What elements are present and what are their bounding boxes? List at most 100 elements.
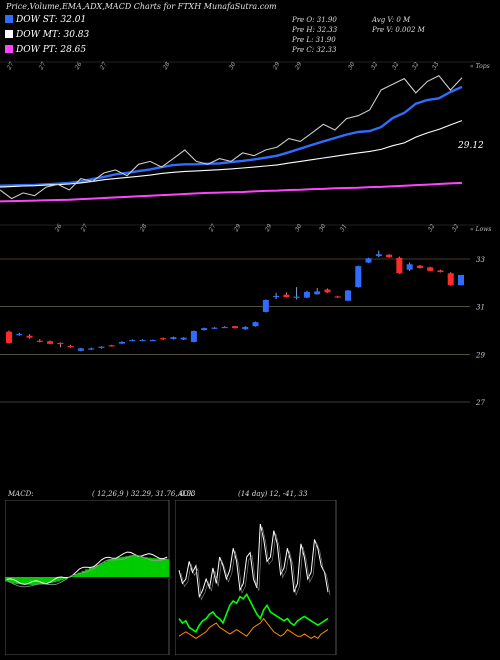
adx-shadow-line <box>180 526 331 601</box>
candle-body <box>26 335 33 338</box>
macd-bar <box>117 557 122 577</box>
candle-body <box>221 326 228 329</box>
macd-bar <box>158 558 163 577</box>
tops-label: « Tops <box>470 63 490 70</box>
candle-body <box>303 291 310 298</box>
candle-body <box>314 291 321 295</box>
macd-bar <box>110 558 115 577</box>
macd-bar <box>136 556 141 577</box>
candlesticks: 33 31 29 27 « Lows 26 27 28 27 29 29 30 30 31 32 32 <box>0 223 491 407</box>
lows-label: « Lows <box>470 226 491 233</box>
ema-series-line <box>0 75 463 200</box>
macd-bar <box>161 558 166 577</box>
stat-pre-high: Pre H: 32.33 <box>292 26 338 34</box>
candle-body <box>36 340 43 342</box>
candle-body <box>375 254 382 257</box>
macd-bar <box>41 577 46 585</box>
candle-body <box>98 346 105 348</box>
top-date-label: 33 <box>431 61 441 71</box>
macd-bar <box>99 563 104 577</box>
candle-body <box>365 258 372 263</box>
bottom-date-label: 27 <box>207 223 217 234</box>
candle-body <box>396 257 403 274</box>
candle-body <box>427 267 434 271</box>
adx-params: (14 day) 12, -41, 33 <box>238 490 308 498</box>
chart-title: Price,Volume,EMA,ADX,MACD Charts for FTX… <box>6 2 277 11</box>
candle-body <box>139 340 146 342</box>
macd-bar <box>150 558 155 577</box>
macd-bar <box>81 570 86 577</box>
adx-panel <box>175 500 337 655</box>
legend-swatch <box>5 15 13 23</box>
level-label: 29.12 <box>457 141 484 151</box>
macd-bar <box>143 557 148 577</box>
candle-body <box>190 330 197 342</box>
macd-bar <box>77 572 82 577</box>
candle-body <box>108 345 115 347</box>
macd-bar <box>147 557 152 577</box>
macd-bar <box>59 577 64 581</box>
macd-bar <box>37 577 42 585</box>
stat-avg-volume: Avg V: 0 M <box>372 16 411 24</box>
top-date-label: 27 <box>98 61 108 72</box>
candle-body <box>458 274 464 286</box>
stat-pre-open: Pre O: 31.90 <box>292 16 337 24</box>
bottom-date-label: 32 <box>451 223 461 233</box>
bottom-date-label: 30 <box>294 223 304 233</box>
candle-body <box>437 270 444 273</box>
macd-bar <box>26 577 31 585</box>
candle-body <box>180 337 187 340</box>
top-date-label: 27 <box>5 61 15 72</box>
stat-pre-close: Pre C: 32.33 <box>292 46 337 54</box>
candle-body <box>119 341 125 344</box>
adx-series-line <box>178 617 329 640</box>
candle-body <box>416 265 423 269</box>
legend-dow-pt: DOW PT: 28.65 <box>5 45 86 55</box>
macd-bar <box>23 577 28 585</box>
candle-body <box>57 342 64 345</box>
ema-series-line <box>0 85 463 187</box>
candle-body <box>149 340 156 342</box>
macd-bar <box>114 558 119 577</box>
macd-bar <box>154 558 159 577</box>
top-date-label: 26 <box>73 61 83 72</box>
legend-label: DOW PT: 28.65 <box>16 45 87 55</box>
macd-bar <box>74 574 79 577</box>
macd-bar <box>30 577 35 585</box>
candle-body <box>129 340 136 342</box>
candle-body <box>211 327 218 329</box>
bottom-date-label: 29 <box>263 223 273 234</box>
macd-bar <box>15 577 20 585</box>
macd-bar <box>56 577 60 582</box>
ema-lines: 29.12 27 27 26 27 28 30 29 29 30 32 32 32 33 « Tops <box>0 61 490 203</box>
candle-body <box>67 345 74 348</box>
stat-pre-low: Pre L: 31.90 <box>292 36 336 44</box>
top-date-label: 30 <box>347 61 357 71</box>
adx-lines <box>178 523 331 640</box>
bottom-date-label: 31 <box>339 223 349 233</box>
candle-body <box>252 322 259 327</box>
macd-histogram <box>5 551 170 588</box>
macd-label: MACD: <box>8 490 34 498</box>
macd-bar <box>103 561 108 577</box>
legend-label: DOW ST: 32.01 <box>16 15 87 25</box>
candle-body <box>16 334 23 336</box>
adx-series-line <box>178 523 329 599</box>
legend-dow-mt: DOW MT: 30.83 <box>5 30 89 40</box>
bottom-date-label: 29 <box>232 223 242 234</box>
ema-series-line <box>0 120 463 188</box>
candle-body <box>283 294 290 298</box>
candle-body <box>262 299 269 312</box>
macd-bar <box>48 577 53 583</box>
candle-body <box>232 326 238 329</box>
candle-body <box>334 296 341 298</box>
macd-panel <box>5 500 170 655</box>
candle-body <box>324 289 331 293</box>
candle-body <box>447 273 454 286</box>
top-date-label: 29 <box>293 61 303 72</box>
candle-body <box>160 338 167 340</box>
macd-bar <box>88 567 93 577</box>
macd-bar <box>19 577 24 585</box>
y-tick-label: 33 <box>476 256 485 264</box>
macd-bar <box>165 559 170 577</box>
